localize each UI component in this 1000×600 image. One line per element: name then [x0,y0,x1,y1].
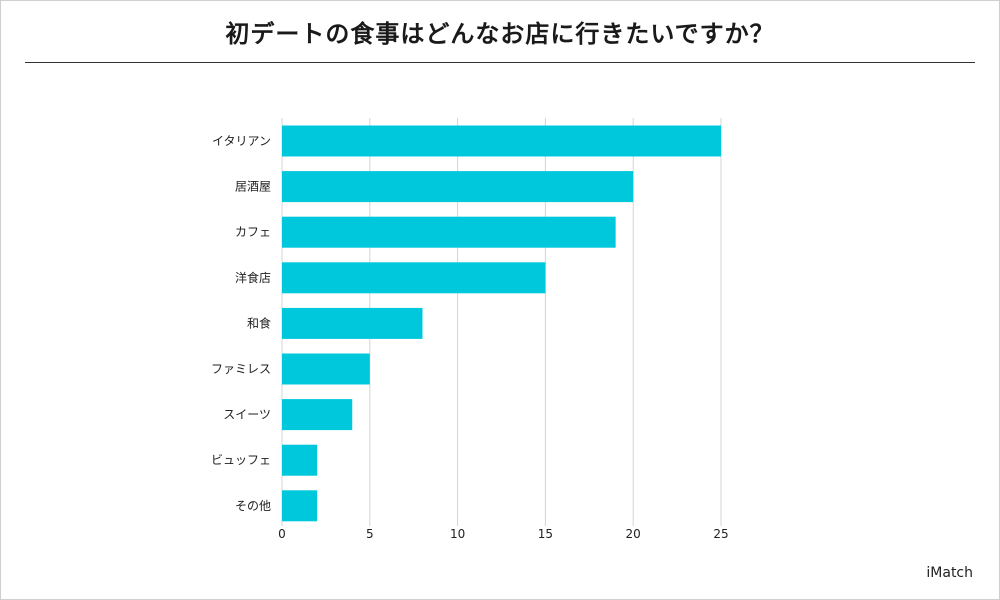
x-tick-labels: 0 5 10 15 20 25 [278,527,728,541]
category-label: カフェ [235,225,271,239]
category-label: イタリアン [212,134,271,148]
category-label: ビュッフェ [211,453,271,467]
x-tick-label: 20 [626,527,641,541]
category-label: 居酒屋 [235,180,271,194]
bar [282,353,370,385]
x-tick-label: 10 [450,527,465,541]
title-divider [25,62,975,63]
bar [282,216,616,248]
bar [282,125,721,157]
x-tick-label: 25 [713,527,728,541]
category-label: その他 [235,499,271,513]
page-title: 初デートの食事はどんなお店に行きたいですか？ [225,20,775,48]
brand-label: iMatch [926,565,973,581]
category-label: 洋食店 [235,270,271,285]
bar [282,399,353,431]
category-label: スイーツ [223,408,271,422]
category-label: ファミレス [211,362,271,376]
bar [282,171,634,203]
bar [282,490,318,522]
x-tick-label: 0 [278,527,286,541]
bars [282,125,721,522]
bar [282,262,546,294]
x-tick-label: 15 [538,527,553,541]
bar [282,307,423,339]
category-label: 和食 [247,315,271,330]
x-tick-label: 5 [366,527,374,541]
bar [282,444,318,476]
